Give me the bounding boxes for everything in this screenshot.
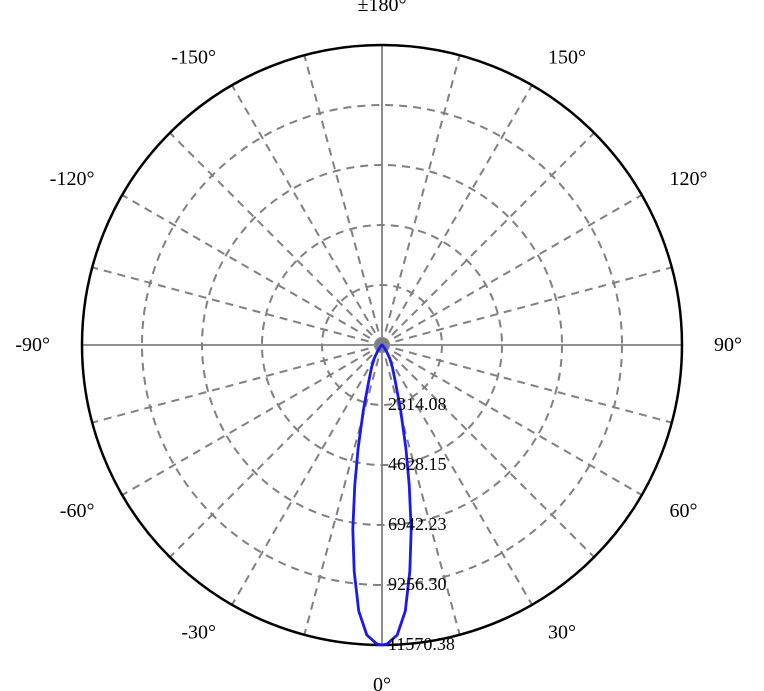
angle-label: 120° bbox=[670, 168, 708, 190]
angle-label: -120° bbox=[50, 168, 95, 190]
angle-label: -30° bbox=[181, 622, 216, 644]
radial-label: 4628.15 bbox=[388, 454, 447, 474]
angle-label: 0° bbox=[373, 674, 391, 691]
radial-label: 6942.23 bbox=[388, 514, 447, 534]
angle-label: -150° bbox=[171, 46, 216, 68]
polar-chart: 2314.08 4628.15 6942.23 9256.30 11570.38 ±180… bbox=[0, 0, 764, 691]
angle-label: 150° bbox=[548, 46, 586, 68]
angle-label: 30° bbox=[548, 622, 576, 644]
radial-label: 2314.08 bbox=[388, 394, 447, 414]
angle-label: -90° bbox=[15, 334, 50, 356]
radial-label: 9256.30 bbox=[388, 574, 447, 594]
angle-label: -60° bbox=[60, 500, 95, 522]
angle-label: 90° bbox=[714, 334, 742, 356]
radial-label: 11570.38 bbox=[388, 634, 455, 654]
angle-label: ±180° bbox=[358, 0, 407, 16]
angle-label: 60° bbox=[670, 500, 698, 522]
